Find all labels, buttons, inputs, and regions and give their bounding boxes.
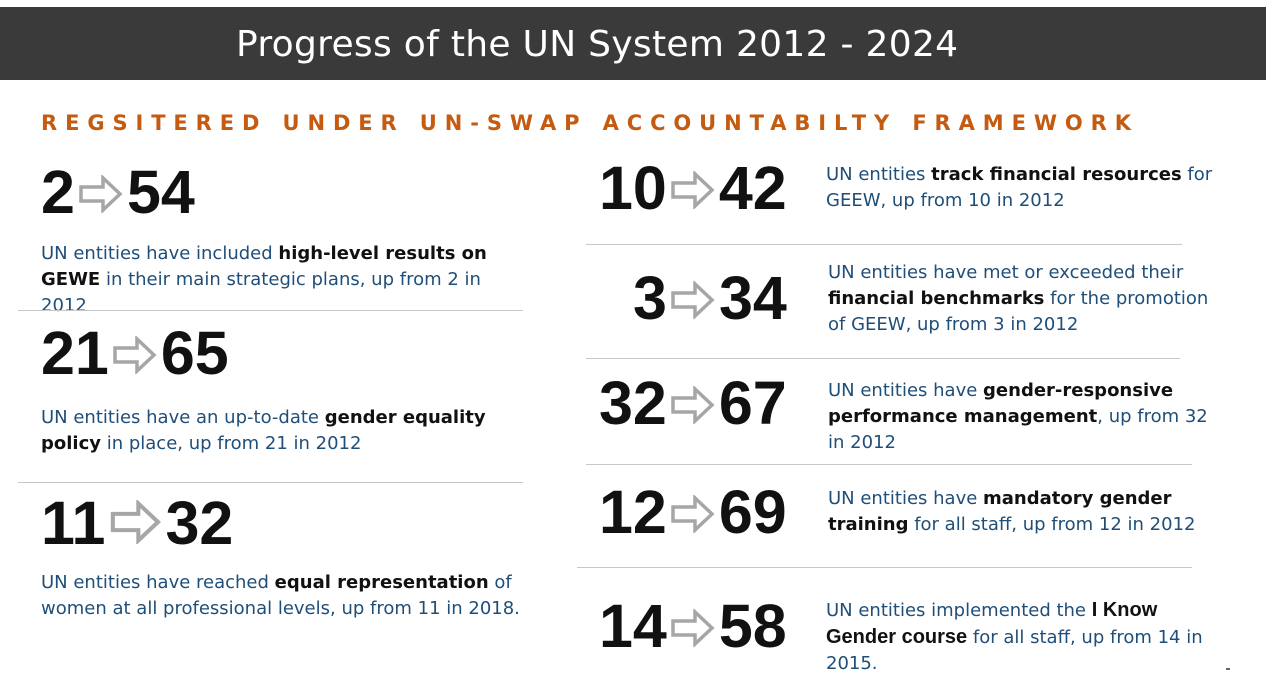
stat-2-description: UN entities have an up-to-date gender eq…	[41, 407, 486, 454]
stat-5-description: UN entities have met or exceeded their f…	[828, 262, 1209, 335]
arrow-icon	[671, 482, 715, 543]
arrow-icon	[113, 323, 157, 384]
page-title: Progress of the UN System 2012 - 2024	[236, 24, 959, 65]
title-bar: Progress of the UN System 2012 - 2024	[0, 7, 1266, 80]
stat-6-from: 32	[599, 369, 667, 437]
stat-8-numbers: 14 58	[599, 596, 787, 657]
stat-4-to: 42	[718, 154, 787, 222]
stat-3-highlight: equal representation	[274, 572, 489, 593]
arrow-icon	[110, 493, 162, 554]
arrow-icon	[671, 373, 715, 434]
stat-7-highlight: mandatory gender training	[828, 488, 1172, 535]
stat-6-highlight: gender-responsive performance management	[828, 380, 1174, 427]
stat-5-to: 34	[718, 264, 787, 332]
divider	[18, 310, 523, 311]
stat-6-description: UN entities have gender-responsive perfo…	[828, 380, 1208, 453]
divider	[18, 482, 523, 483]
arrow-icon	[79, 162, 123, 223]
stat-8-from: 14	[599, 592, 667, 660]
stat-1-from: 2	[41, 158, 75, 226]
stat-7-numbers: 12 69	[599, 482, 787, 543]
stat-7-to: 69	[718, 478, 787, 546]
arrow-icon	[671, 158, 715, 219]
divider	[586, 244, 1182, 245]
stat-8-to: 58	[718, 592, 787, 660]
stat-5-numbers: 3 34	[633, 268, 787, 329]
stat-2-numbers: 21 65	[41, 323, 229, 384]
stat-3-numbers: 11 32	[41, 493, 233, 554]
stat-2-to: 65	[160, 319, 229, 387]
stat-1-to: 54	[126, 158, 195, 226]
stat-3-to: 32	[165, 489, 234, 557]
stat-6-numbers: 32 67	[599, 373, 787, 434]
stat-1-description: UN entities have included high-level res…	[41, 243, 487, 316]
section-heading: REGSITERED UNDER UN-SWAP ACCOUNTABILTY F…	[41, 111, 1139, 135]
stat-8-description: UN entities implemented the I Know Gende…	[826, 599, 1203, 674]
stat-3-from: 11	[41, 489, 106, 557]
stat-1-highlight: high-level results on GEWE	[41, 243, 487, 290]
stat-1-numbers: 2 54	[41, 162, 195, 223]
slide-marker	[1226, 668, 1230, 670]
stat-5-from: 3	[633, 264, 667, 332]
divider	[586, 464, 1192, 465]
stat-5-highlight: financial benchmarks	[828, 288, 1045, 309]
stat-7-from: 12	[599, 478, 667, 546]
divider	[586, 358, 1180, 359]
divider	[577, 567, 1192, 568]
stat-4-highlight: track financial resources	[931, 164, 1182, 185]
stat-2-from: 21	[41, 319, 109, 387]
stat-4-from: 10	[599, 154, 667, 222]
stat-8-highlight: I Know Gender course	[826, 599, 1158, 648]
stat-4-numbers: 10 42	[599, 158, 787, 219]
arrow-icon	[671, 596, 715, 657]
stat-3-description: UN entities have reached equal represent…	[41, 572, 520, 619]
stat-6-to: 67	[718, 369, 787, 437]
stat-7-description: UN entities have mandatory gender traini…	[828, 488, 1196, 535]
arrow-icon	[671, 268, 715, 329]
stat-2-highlight: gender equality policy	[41, 407, 486, 454]
stat-4-description: UN entities track financial resources fo…	[826, 164, 1213, 211]
